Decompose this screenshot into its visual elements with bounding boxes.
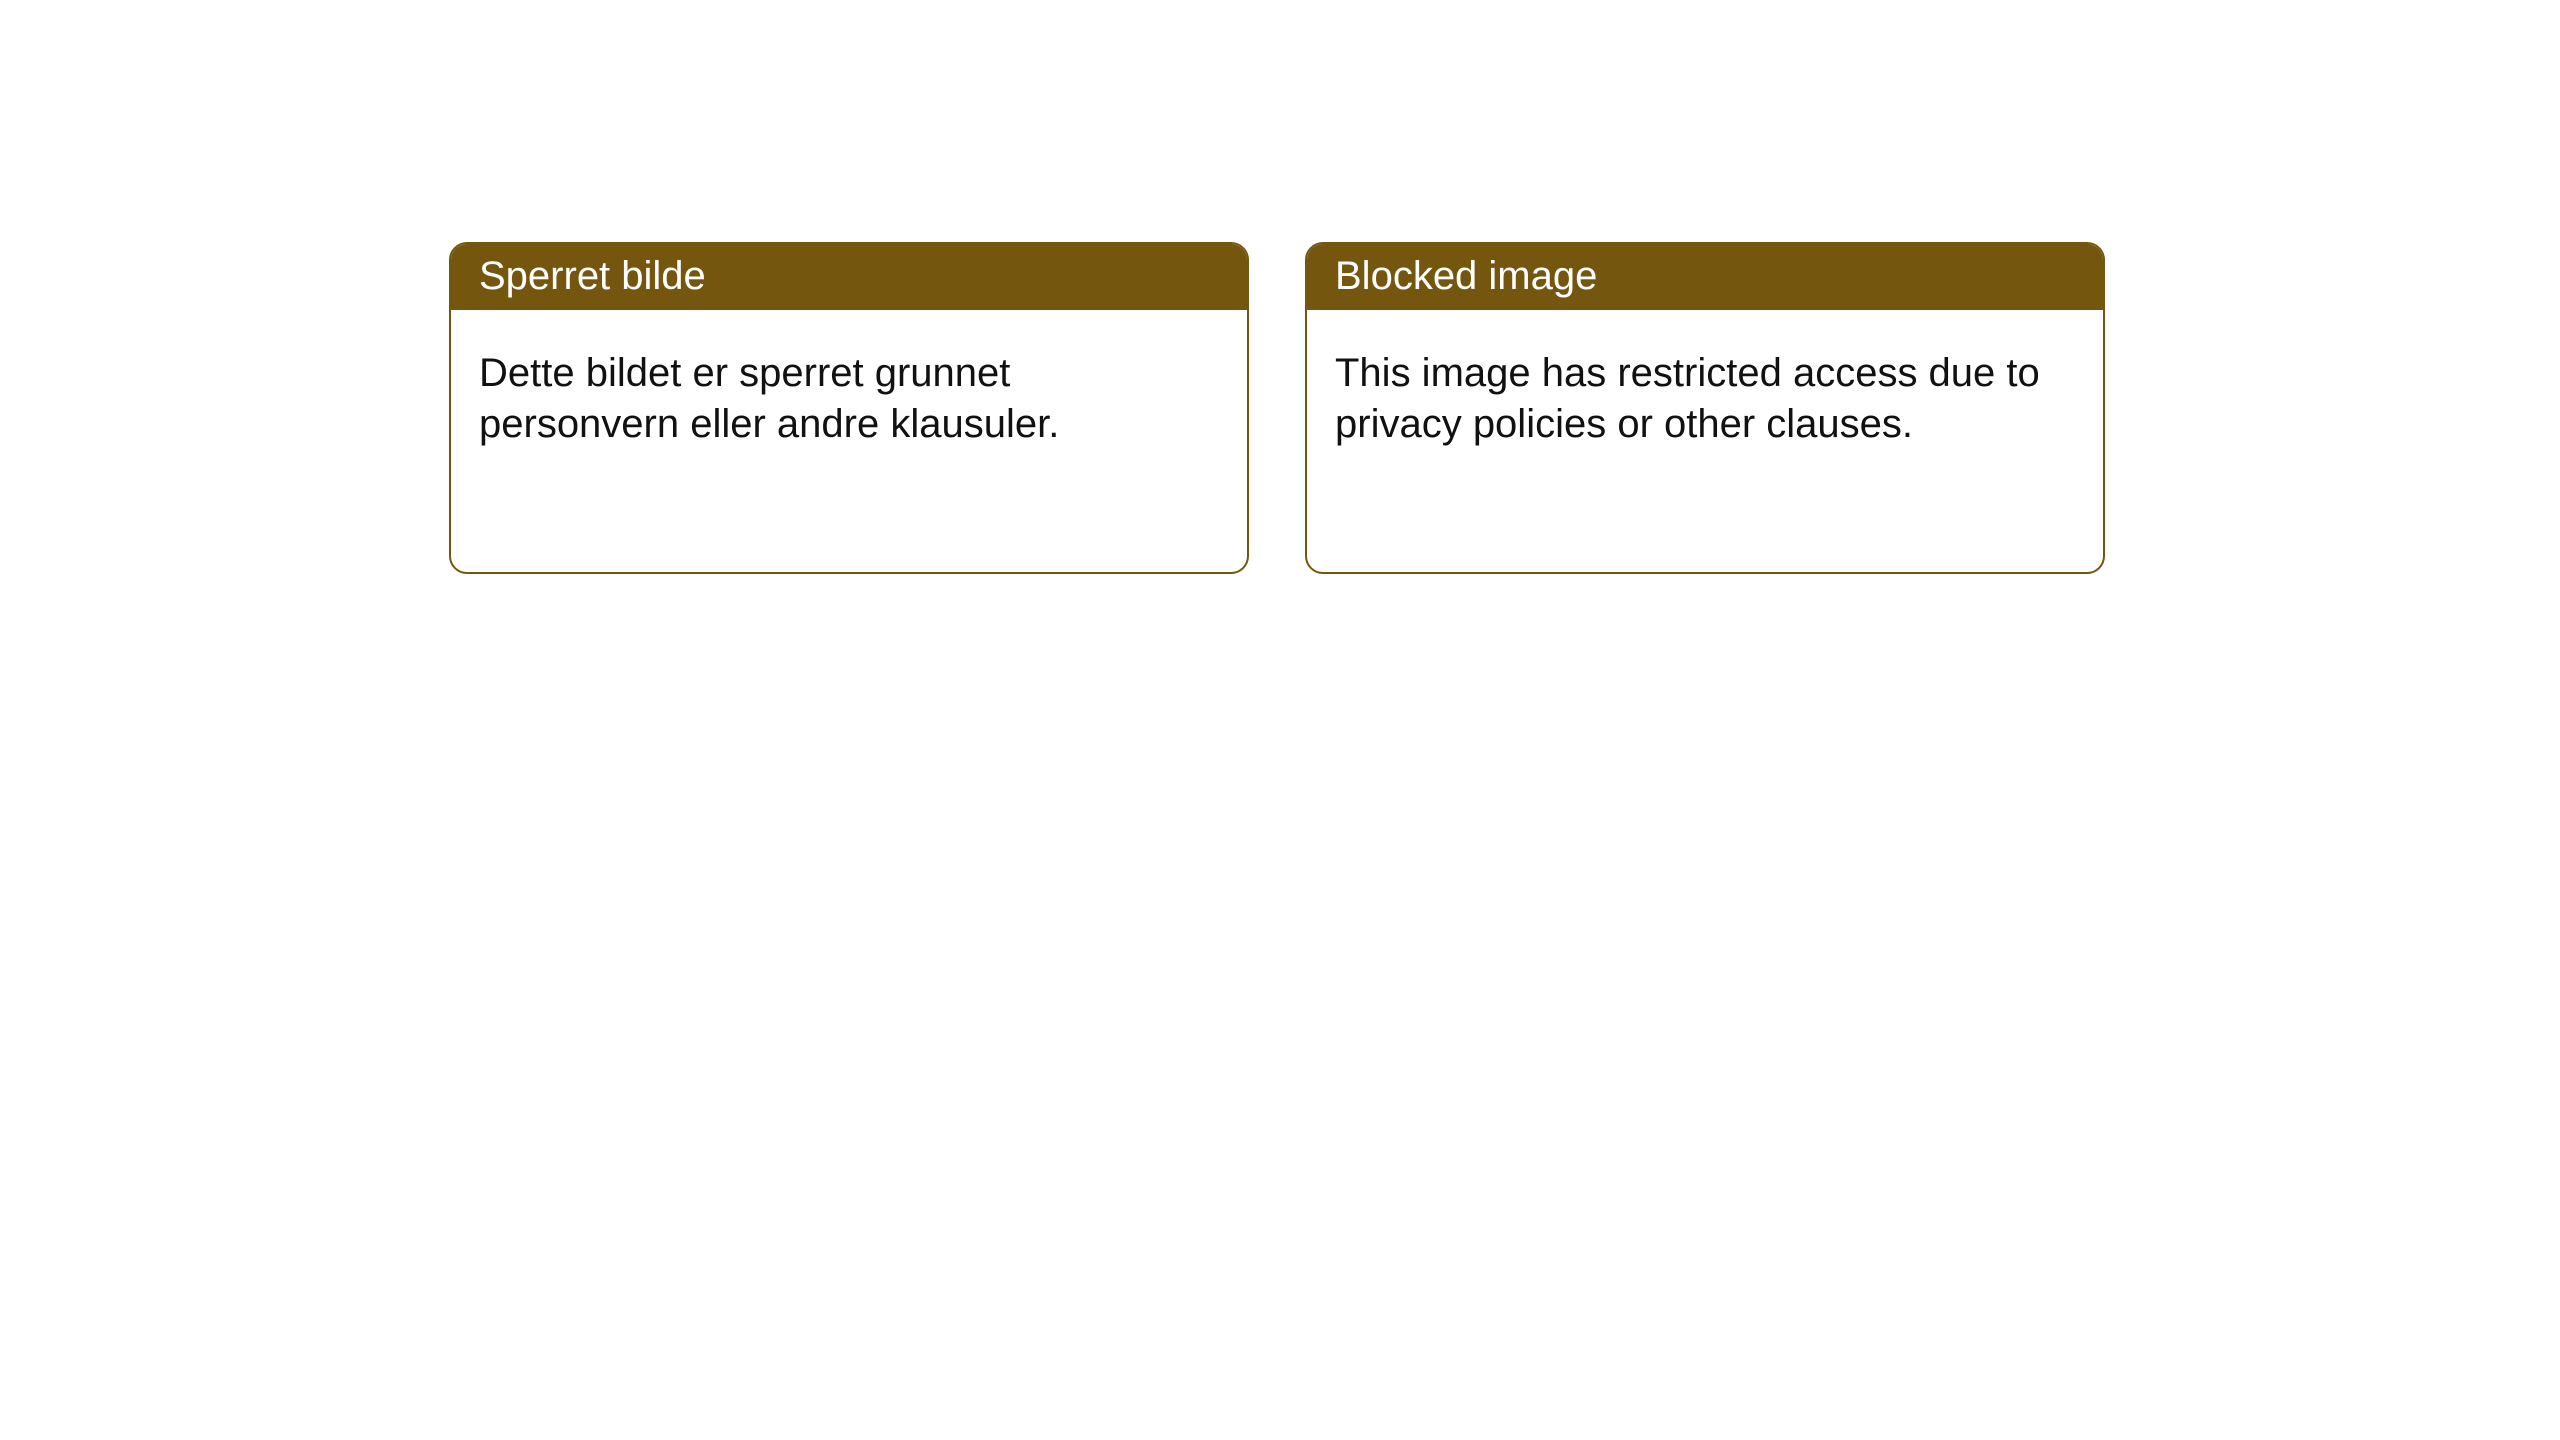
notice-header-norwegian: Sperret bilde — [451, 244, 1247, 310]
notice-container: Sperret bilde Dette bildet er sperret gr… — [0, 0, 2560, 574]
notice-body-english: This image has restricted access due to … — [1307, 310, 2103, 478]
notice-card-norwegian: Sperret bilde Dette bildet er sperret gr… — [449, 242, 1249, 574]
notice-body-norwegian: Dette bildet er sperret grunnet personve… — [451, 310, 1247, 478]
notice-header-english: Blocked image — [1307, 244, 2103, 310]
notice-card-english: Blocked image This image has restricted … — [1305, 242, 2105, 574]
